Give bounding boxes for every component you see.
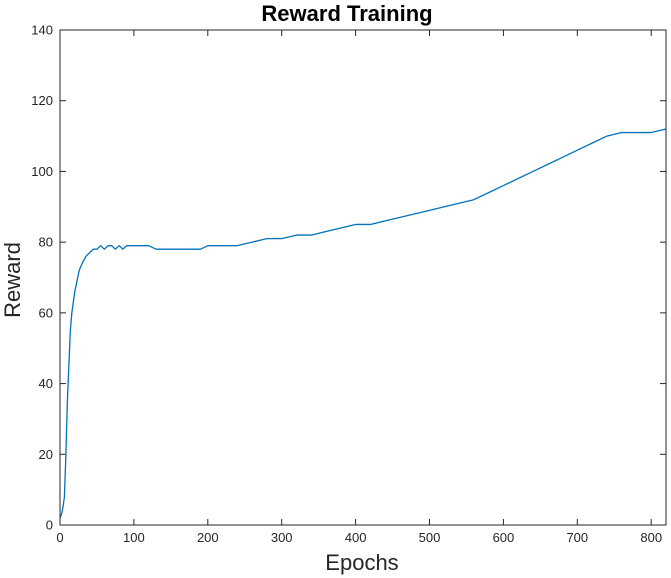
axis-ticks bbox=[59, 29, 666, 526]
y-tick-label: 20 bbox=[39, 447, 53, 462]
plot-background bbox=[60, 30, 666, 525]
y-tick-label: 0 bbox=[46, 518, 53, 533]
x-tick-label: 600 bbox=[493, 530, 515, 545]
chart-title: Reward Training bbox=[261, 1, 432, 26]
x-tick-label: 300 bbox=[271, 530, 293, 545]
y-tick-label: 140 bbox=[31, 23, 53, 38]
x-tick-label: 100 bbox=[123, 530, 145, 545]
y-tick-label: 100 bbox=[31, 164, 53, 179]
plot-frame bbox=[59, 29, 667, 526]
y-tick-label: 40 bbox=[39, 376, 53, 391]
x-tick-label: 700 bbox=[566, 530, 588, 545]
reward-series-line bbox=[59, 128, 667, 519]
x-axis-label: Epochs bbox=[325, 550, 398, 575]
y-tick-label: 60 bbox=[39, 305, 53, 320]
x-tick-label: 0 bbox=[56, 530, 63, 545]
x-tick-label: 500 bbox=[419, 530, 441, 545]
y-axis-label: Reward bbox=[0, 242, 25, 318]
x-tick-label: 800 bbox=[640, 530, 662, 545]
x-tick-label: 200 bbox=[197, 530, 219, 545]
axis-tick-labels: 0 100 200 300 400 500 600 700 800 0 20 40 60 80 100 120… bbox=[31, 23, 662, 546]
y-tick-label: 120 bbox=[31, 93, 53, 108]
x-tick-label: 400 bbox=[345, 530, 367, 545]
y-tick-label: 80 bbox=[39, 235, 53, 250]
